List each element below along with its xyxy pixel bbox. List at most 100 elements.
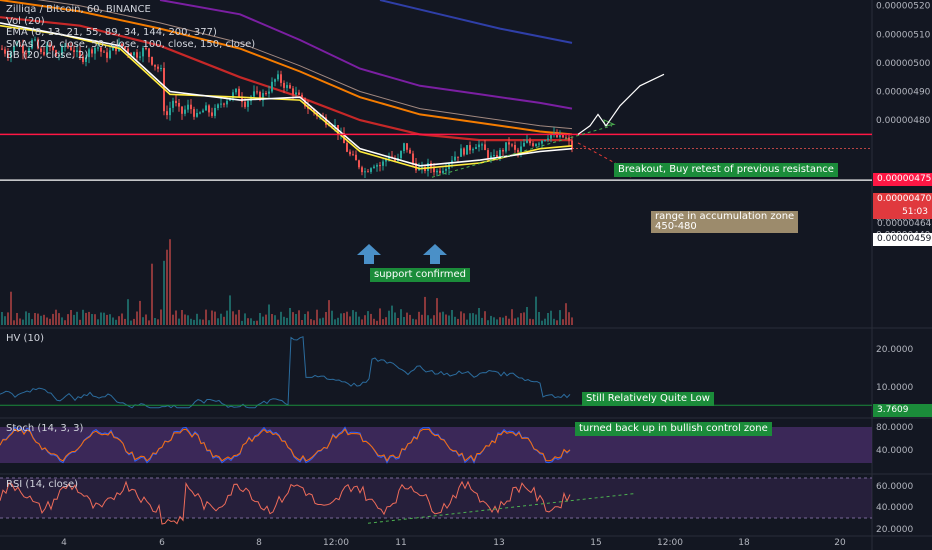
candle-body [562,133,564,138]
volume-bar [292,312,294,325]
time-tick-label: 4 [61,538,67,548]
candle-body [481,144,483,146]
candle-body [529,140,531,144]
price-tick-label: 0.00000480 [876,116,931,126]
volume-bar [523,312,525,325]
legend-bb: BB (20, close, 2) [6,50,89,61]
volume-bar [37,313,39,325]
candle-body [103,51,105,53]
candle-body [166,111,168,116]
volume-bar [424,296,426,325]
volume-bar [73,314,75,325]
volume-bar [526,307,528,325]
time-tick-label: 13 [493,538,504,548]
candle-body [502,150,504,152]
bb-upper-line [36,0,573,130]
candle-body [220,103,222,105]
volume-bar [211,310,213,325]
volume-bar [271,314,273,325]
stoch-d-line [0,428,571,462]
volume-bar [442,311,444,325]
candle-body [376,165,378,167]
volume-bar [379,308,381,325]
time-tick-label: 11 [395,538,406,548]
candle-body [472,149,474,151]
time-tick-label: 8 [256,538,262,548]
countdown-tag: 51:03 [873,206,932,219]
volume-bar [382,319,384,325]
volume-bar [364,315,366,325]
range-annotation-line2: 450-480 [655,221,697,232]
candle-body [280,74,282,83]
volume-bar [373,318,375,325]
volume-bar [232,311,234,325]
candle-body [43,52,45,55]
volume-bar [457,318,459,325]
volume-bar [34,313,36,325]
volume-bar [433,315,435,325]
price-tick-label: 0.00000520 [876,2,931,12]
volume-bar [403,317,405,325]
volume-bar [319,318,321,325]
candle-body [517,149,519,153]
candle-body [34,39,36,41]
candle-body [64,45,66,47]
support-price-tag: 0.00000459 [873,233,932,246]
candle-body [235,88,237,93]
legend-sma: SMAs (20, close, 50, close, 100, close, … [6,38,256,50]
stoch-legend: Stoch (14, 3, 3) [6,423,84,434]
candle-body [79,50,81,57]
candle-body [73,50,75,52]
volume-bar [307,311,309,325]
volume-bar [229,295,231,325]
candle-body [409,149,411,154]
volume-bar [394,312,396,325]
candle-body [208,105,210,113]
candle-body [520,146,522,153]
candle-body [133,52,135,56]
volume-bar [268,304,270,325]
volume-bar [325,312,327,325]
volume-bar [250,318,252,325]
candle-body [286,85,288,88]
sma-50-line [0,16,572,142]
candle-body [100,47,102,52]
candle-body [484,144,486,150]
volume-bar [463,313,465,325]
candle-body [22,45,24,54]
candle-body [7,53,9,58]
volume-bar [220,313,222,325]
volume-bar [367,311,369,325]
candle-body [10,52,12,58]
candle-body [295,92,297,95]
volume-bar [343,313,345,325]
support-arrow-2 [423,244,447,264]
candle-body [385,159,387,162]
volume-bar [58,313,60,325]
candle-body [46,44,48,55]
projection-path [577,73,665,135]
volume-bar [115,319,117,325]
candle-body [244,101,246,107]
candle-body [403,143,405,151]
volume-bar [7,312,9,325]
last-price-tag: 0.00000470 [873,193,932,206]
candle-body [37,39,39,49]
candle-body [226,100,228,105]
volume-bar [52,313,54,325]
mid-price-label: 0.00000464 [877,219,932,229]
volume-bar [13,320,15,325]
volume-bar [91,314,93,325]
candle-body [154,64,156,67]
candle-body [556,133,558,138]
volume-bar [118,316,120,325]
candle-body [61,46,63,55]
candle-body [148,48,150,57]
candle-body [193,109,195,117]
ascending-trendline [431,125,613,178]
volume-bar [439,312,441,325]
candle-body [445,169,447,171]
candle-body [535,144,537,146]
volume-bar [397,318,399,325]
candle-body [568,137,570,141]
